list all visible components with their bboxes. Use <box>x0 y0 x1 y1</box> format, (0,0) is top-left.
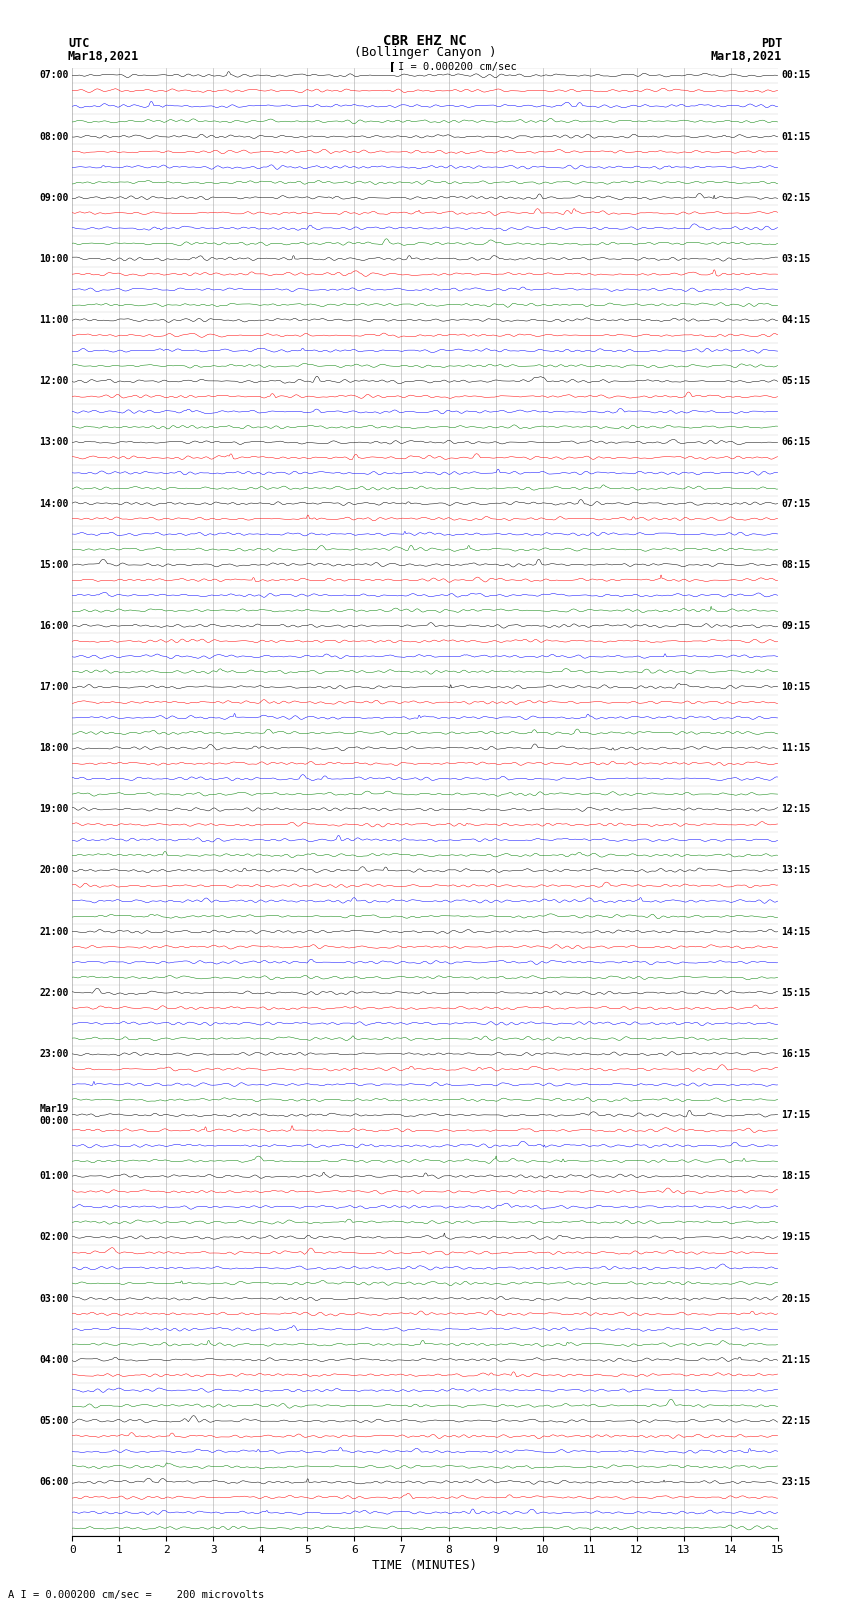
Text: 06:15: 06:15 <box>781 437 811 447</box>
Text: 14:15: 14:15 <box>781 926 811 937</box>
Text: 16:00: 16:00 <box>39 621 69 631</box>
Text: I = 0.000200 cm/sec: I = 0.000200 cm/sec <box>398 61 517 73</box>
Text: UTC: UTC <box>68 37 89 50</box>
Text: 09:00: 09:00 <box>39 192 69 203</box>
Text: 16:15: 16:15 <box>781 1048 811 1060</box>
Text: 10:15: 10:15 <box>781 682 811 692</box>
Text: 03:15: 03:15 <box>781 253 811 265</box>
Text: 05:00: 05:00 <box>39 1416 69 1426</box>
Text: (Bollinger Canyon ): (Bollinger Canyon ) <box>354 45 496 58</box>
Text: 04:15: 04:15 <box>781 315 811 326</box>
Text: 12:15: 12:15 <box>781 805 811 815</box>
Text: 03:00: 03:00 <box>39 1294 69 1303</box>
Text: 18:00: 18:00 <box>39 744 69 753</box>
Text: 22:15: 22:15 <box>781 1416 811 1426</box>
Text: 07:15: 07:15 <box>781 498 811 508</box>
Text: PDT: PDT <box>761 37 782 50</box>
Text: 23:00: 23:00 <box>39 1048 69 1060</box>
Text: 12:00: 12:00 <box>39 376 69 386</box>
Text: CBR EHZ NC: CBR EHZ NC <box>383 34 467 47</box>
Text: 15:00: 15:00 <box>39 560 69 569</box>
Text: 08:00: 08:00 <box>39 132 69 142</box>
Text: Mar19
00:00: Mar19 00:00 <box>39 1105 69 1126</box>
Text: A I = 0.000200 cm/sec =    200 microvolts: A I = 0.000200 cm/sec = 200 microvolts <box>8 1590 264 1600</box>
Text: 17:00: 17:00 <box>39 682 69 692</box>
Text: 02:15: 02:15 <box>781 192 811 203</box>
Text: 06:00: 06:00 <box>39 1478 69 1487</box>
Text: 20:15: 20:15 <box>781 1294 811 1303</box>
Text: 05:15: 05:15 <box>781 376 811 386</box>
Text: 15:15: 15:15 <box>781 987 811 998</box>
Text: 20:00: 20:00 <box>39 866 69 876</box>
Text: 00:15: 00:15 <box>781 71 811 81</box>
Text: Mar18,2021: Mar18,2021 <box>711 50 782 63</box>
Text: 21:00: 21:00 <box>39 926 69 937</box>
Text: 17:15: 17:15 <box>781 1110 811 1119</box>
Text: 19:15: 19:15 <box>781 1232 811 1242</box>
Text: 13:15: 13:15 <box>781 866 811 876</box>
Text: 21:15: 21:15 <box>781 1355 811 1365</box>
Text: 01:00: 01:00 <box>39 1171 69 1181</box>
Text: 14:00: 14:00 <box>39 498 69 508</box>
Text: 19:00: 19:00 <box>39 805 69 815</box>
Text: 11:15: 11:15 <box>781 744 811 753</box>
Text: Mar18,2021: Mar18,2021 <box>68 50 139 63</box>
Text: 08:15: 08:15 <box>781 560 811 569</box>
Text: 22:00: 22:00 <box>39 987 69 998</box>
Text: 11:00: 11:00 <box>39 315 69 326</box>
Text: 10:00: 10:00 <box>39 253 69 265</box>
Text: 13:00: 13:00 <box>39 437 69 447</box>
Text: 23:15: 23:15 <box>781 1478 811 1487</box>
Text: 04:00: 04:00 <box>39 1355 69 1365</box>
Text: 01:15: 01:15 <box>781 132 811 142</box>
X-axis label: TIME (MINUTES): TIME (MINUTES) <box>372 1560 478 1573</box>
Text: 07:00: 07:00 <box>39 71 69 81</box>
Text: 18:15: 18:15 <box>781 1171 811 1181</box>
Text: 02:00: 02:00 <box>39 1232 69 1242</box>
Text: 09:15: 09:15 <box>781 621 811 631</box>
